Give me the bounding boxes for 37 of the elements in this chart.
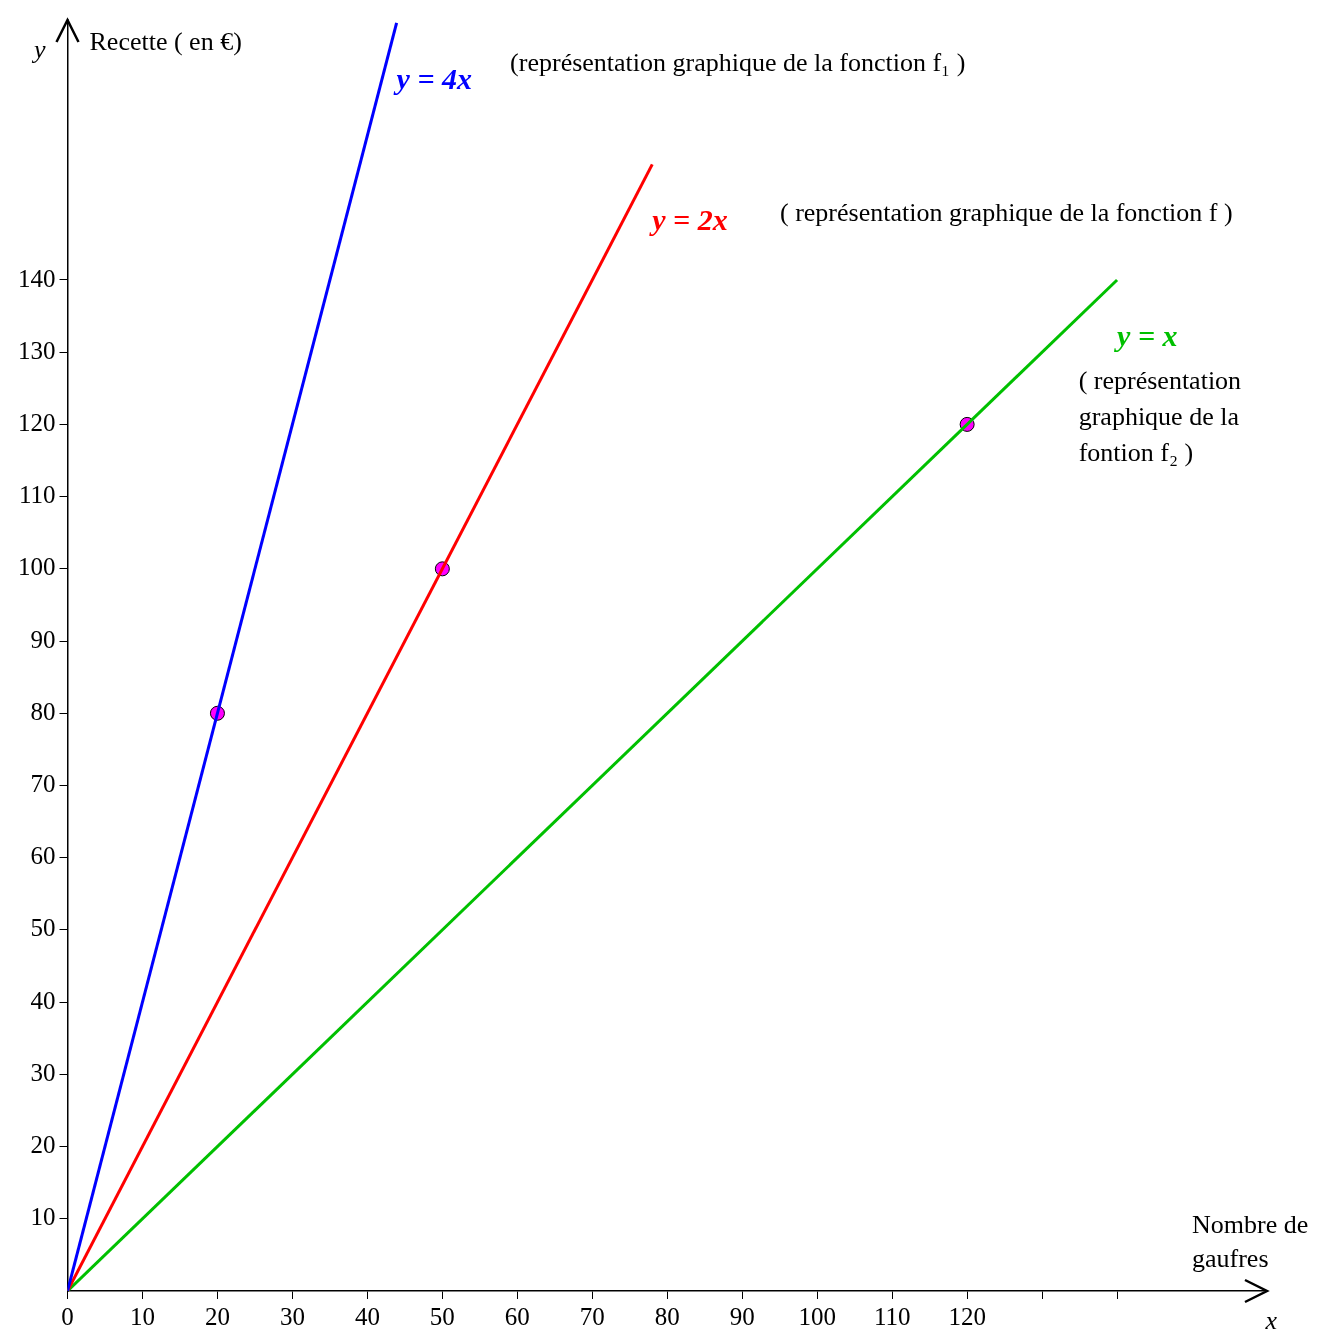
y-axis-title: y <box>30 35 46 64</box>
x-tick-label: 10 <box>129 1302 155 1330</box>
y-tick-label: 110 <box>18 481 56 509</box>
annotation: Recette ( en €) <box>89 27 242 56</box>
y-tick-label: 130 <box>18 336 56 364</box>
x-tick-label: 30 <box>279 1302 305 1330</box>
y-tick-label: 30 <box>30 1058 56 1086</box>
x-tick-label: 110 <box>873 1302 911 1330</box>
annotation: ( représentation graphique de la fontion f₂ ) <box>1078 365 1242 467</box>
annotation: ( représentation graphique de la fonction f ) <box>780 197 1233 227</box>
y-tick-label: 50 <box>30 914 56 942</box>
y-tick-label: 10 <box>30 1203 56 1231</box>
y-tick-label: 40 <box>30 986 56 1014</box>
x-tick-label: 70 <box>579 1302 605 1330</box>
y-tick-label: 20 <box>30 1131 56 1159</box>
y-tick-label: 90 <box>30 625 56 653</box>
y-tick-label: 120 <box>18 408 56 436</box>
y-tick-label: 70 <box>30 770 56 798</box>
x-tick-label: 60 <box>504 1302 530 1330</box>
x-tick-label: 40 <box>354 1302 380 1330</box>
y-tick-label: 140 <box>18 264 56 292</box>
x-tick-label: 90 <box>729 1302 755 1330</box>
y-tick-label: 60 <box>30 842 56 870</box>
series-label: y = 4x <box>393 61 473 95</box>
y-tick-label: 80 <box>30 697 56 725</box>
x-tick-label: 80 <box>654 1302 680 1330</box>
annotation: Nombre de gaufres <box>1192 1210 1309 1273</box>
y-tick-label: 100 <box>18 553 56 581</box>
x-axis-title: x <box>1264 1306 1278 1335</box>
x-tick-label: 120 <box>948 1302 986 1330</box>
x-tick-label: 0 <box>61 1302 74 1330</box>
series-label: y = 2x <box>649 203 728 237</box>
x-tick-label: 20 <box>204 1302 230 1330</box>
x-tick-label: 50 <box>429 1302 455 1330</box>
annotation: (représentation graphique de la fonction f₁ ) <box>510 47 966 77</box>
x-tick-label: 100 <box>798 1302 836 1330</box>
series-label: y = x <box>1114 318 1178 352</box>
